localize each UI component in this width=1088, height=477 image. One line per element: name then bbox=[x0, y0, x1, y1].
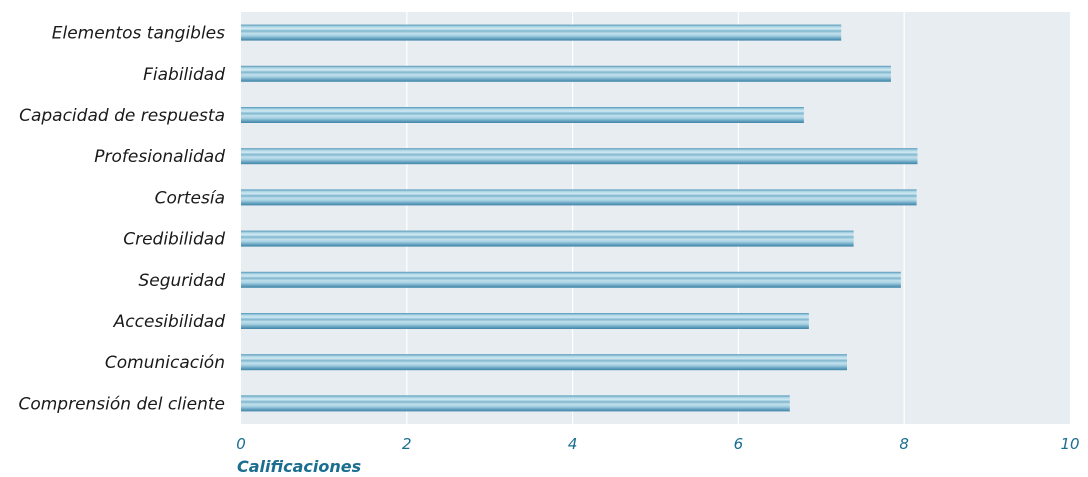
category-label: Profesionalidad bbox=[94, 147, 225, 167]
category-label: Comunicación bbox=[105, 353, 225, 373]
bar bbox=[241, 24, 842, 41]
category-label: Credibilidad bbox=[123, 230, 225, 250]
x-tick-label: 2 bbox=[402, 435, 412, 453]
bar bbox=[241, 271, 901, 288]
category-label: Seguridad bbox=[138, 271, 225, 291]
bar bbox=[241, 395, 790, 412]
bar bbox=[241, 189, 917, 206]
bars bbox=[241, 24, 918, 412]
category-label: Cortesía bbox=[155, 188, 225, 208]
category-label: Elementos tangibles bbox=[52, 24, 225, 44]
x-axis-title: Calificaciones bbox=[237, 457, 361, 476]
category-label: Comprensión del cliente bbox=[18, 394, 225, 414]
category-label: Fiabilidad bbox=[143, 65, 225, 85]
bar bbox=[241, 313, 809, 329]
category-label: Accesibilidad bbox=[113, 312, 226, 332]
x-tick-label: 6 bbox=[734, 435, 744, 453]
bar bbox=[241, 230, 854, 247]
x-tick-label: 8 bbox=[899, 435, 909, 453]
bar bbox=[241, 107, 804, 123]
bar bbox=[241, 354, 847, 371]
x-tick-label: 4 bbox=[568, 435, 578, 453]
x-tick-label: 10 bbox=[1060, 435, 1079, 453]
category-label: Capacidad de respuesta bbox=[19, 106, 225, 126]
bar bbox=[241, 65, 891, 82]
x-tick-labels: 0 2 4 6 8 10 bbox=[236, 435, 1079, 453]
x-tick-label: 0 bbox=[236, 435, 246, 453]
bar bbox=[241, 148, 918, 165]
category-labels: Elementos tangibles Fiabilidad Capacidad d… bbox=[18, 24, 225, 415]
